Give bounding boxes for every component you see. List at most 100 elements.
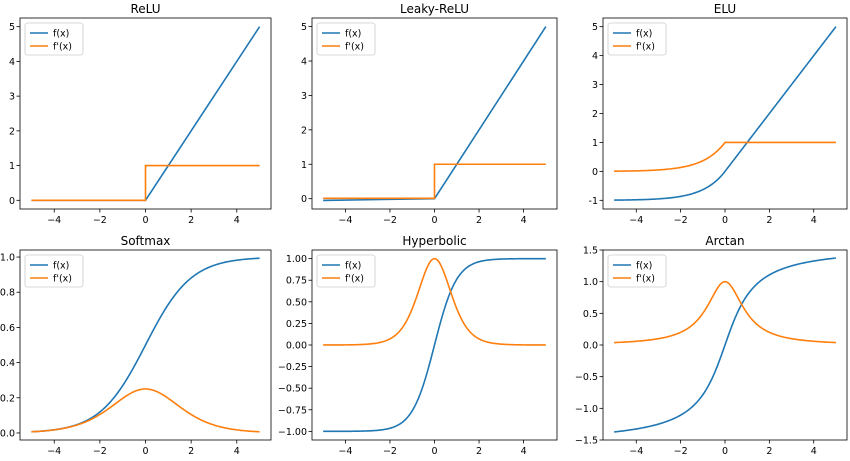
x-tick-label: 4: [521, 215, 527, 226]
y-tick-label: 0.25: [286, 319, 307, 330]
x-tick-label: −2: [383, 215, 397, 226]
y-tick-label: 1.0: [0, 253, 15, 264]
y-tick-label: 2: [301, 125, 307, 136]
y-tick-label: 0: [592, 167, 598, 178]
x-tick-label: −2: [93, 446, 107, 457]
y-tick-label: 3: [301, 91, 307, 102]
subplot-arctan: Arctan −4 −2 0 2 4 −1.5 −1.0 −0.5 0.0 0.5 1.0 1.5 f(x…: [575, 234, 848, 457]
y-tick-label: 0.4: [0, 358, 15, 369]
y-tick-label: 5: [9, 22, 15, 33]
series-line-fprime: [323, 257, 546, 346]
y-tick-label: 3: [592, 80, 598, 91]
y-tick-label: 1: [592, 138, 598, 149]
legend-label: f'(x): [345, 42, 364, 53]
y-tick-label: 5: [592, 22, 598, 33]
x-tick-label: −4: [47, 215, 61, 226]
axes-frame: [311, 17, 558, 210]
x-tick-label: 0: [142, 215, 148, 226]
series-line-fprime: [31, 164, 260, 202]
legend-label: f(x): [636, 29, 652, 40]
x-tick-label: −2: [93, 215, 107, 226]
y-tick-label: 1.0: [583, 277, 598, 288]
legend-label: f(x): [345, 29, 361, 40]
x-tick-label: 0: [431, 215, 437, 226]
axes-frame: [602, 249, 848, 441]
legend: f(x) f'(x): [607, 254, 667, 288]
y-tick-label: 0.0: [0, 428, 15, 439]
y-tick-label: −1.0: [575, 404, 598, 415]
legend-box: [316, 254, 376, 288]
subplot-title: Leaky-ReLU: [400, 2, 469, 16]
y-tick-label: 2: [9, 126, 15, 137]
x-tick-label: 0: [722, 215, 728, 226]
x-tick-label: 4: [811, 215, 817, 226]
legend-box: [316, 22, 376, 56]
subplot-elu: ELU −4 −2 0 2 4 -1 0 1 2 3 4 5 f(x) f'(x): [589, 2, 848, 226]
y-tick-label: −0.50: [278, 384, 307, 395]
legend: f(x) f'(x): [24, 254, 84, 288]
series-line-fprime: [323, 163, 546, 200]
y-tick-label: 1.5: [583, 246, 598, 257]
subplot-leaky-relu: Leaky-ReLU −4 −2 0 2 4 0 1 2 3 4 5 f(x) f'(x): [301, 2, 558, 226]
y-tick-label: 2: [592, 109, 598, 120]
x-tick-label: −2: [674, 446, 688, 457]
y-tick-label: 0.75: [286, 276, 307, 287]
legend: f(x) f'(x): [316, 22, 376, 56]
y-tick-label: 4: [301, 57, 307, 68]
subplot-softmax: Softmax −4 −2 0 2 4 0.0 0.2 0.4 0.6 0.8 1.0 f(x) f'(x…: [0, 234, 272, 457]
axes-frame: [311, 249, 558, 441]
y-tick-label: 5: [301, 22, 307, 33]
legend-box: [24, 254, 84, 288]
y-tick-label: −0.5: [575, 372, 598, 383]
legend: f(x) f'(x): [607, 22, 667, 56]
x-tick-label: −4: [338, 446, 352, 457]
y-tick-label: 0.2: [0, 393, 15, 404]
subplot-title: Arctan: [705, 234, 744, 248]
y-tick-label: 1: [9, 161, 15, 172]
legend-label: f'(x): [636, 42, 655, 53]
x-tick-label: 4: [811, 446, 817, 457]
legend-label: f'(x): [636, 274, 655, 285]
axes-frame: [19, 17, 272, 210]
y-tick-label: −0.25: [278, 362, 307, 373]
y-tick-label: −0.75: [278, 405, 307, 416]
y-tick-label: 4: [592, 51, 598, 62]
x-tick-label: −4: [338, 215, 352, 226]
legend-label: f(x): [53, 261, 69, 272]
x-tick-label: 4: [234, 215, 240, 226]
x-tick-label: 2: [766, 215, 772, 226]
legend-label: f(x): [345, 261, 361, 272]
y-tick-label: 0.50: [286, 297, 307, 308]
subplot-title: ReLU: [130, 2, 160, 16]
y-tick-label: 0.8: [0, 288, 15, 299]
series-line-fprime: [614, 141, 836, 172]
axes-frame: [602, 17, 848, 210]
y-tick-label: 1.00: [286, 254, 307, 265]
x-tick-label: 2: [476, 215, 482, 226]
legend-box: [607, 22, 667, 56]
axes-frame: [19, 249, 272, 441]
x-tick-label: 0: [142, 446, 148, 457]
y-tick-label: 0.6: [0, 323, 15, 334]
subplot-title: Hyperbolic: [402, 234, 466, 248]
x-tick-label: −4: [629, 446, 643, 457]
x-tick-label: 2: [188, 446, 194, 457]
y-tick-label: 0.0: [583, 341, 598, 352]
x-tick-label: 2: [188, 215, 194, 226]
legend-label: f'(x): [53, 42, 72, 53]
y-tick-label: 0: [9, 196, 15, 207]
y-tick-label: 4: [9, 57, 15, 68]
x-tick-label: 2: [766, 446, 772, 457]
series-line-fx: [614, 257, 836, 433]
subplot-relu: ReLU −4 −2 0 2 4 0 1 2 3 4 5 f(x) f'(x): [9, 2, 272, 226]
y-tick-label: -1: [589, 196, 598, 207]
series-line-fx: [323, 257, 546, 433]
legend-label: f(x): [636, 261, 652, 272]
legend-label: f'(x): [53, 274, 72, 285]
x-tick-label: −2: [674, 215, 688, 226]
series-line-fprime: [31, 388, 260, 433]
x-tick-label: 0: [722, 446, 728, 457]
x-tick-label: 0: [431, 446, 437, 457]
x-tick-label: −4: [47, 446, 61, 457]
